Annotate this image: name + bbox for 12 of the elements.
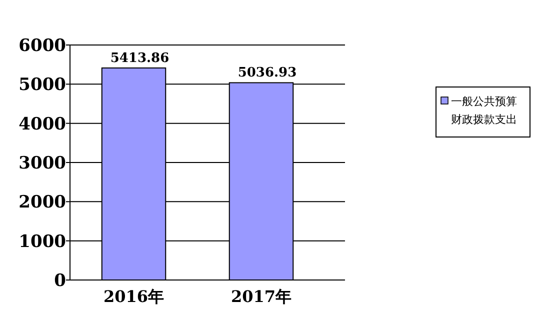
y-tick-label: 3000 (18, 153, 66, 174)
y-tick-label: 2000 (18, 192, 66, 213)
y-tick-label: 6000 (18, 36, 66, 56)
legend-label: 一般公共预算财政拨款支出 (451, 95, 517, 126)
x-tick-label: 2016年 (103, 287, 164, 306)
y-tick-label: 5000 (18, 75, 66, 96)
x-tick-label: 2017年 (230, 287, 292, 306)
data-label: 5036.93 (238, 66, 297, 81)
y-tick-label: 1000 (18, 232, 66, 252)
y-tick-label: 0 (54, 270, 66, 291)
data-label: 5413.86 (110, 50, 170, 66)
y-tick-label: 4000 (18, 114, 66, 134)
